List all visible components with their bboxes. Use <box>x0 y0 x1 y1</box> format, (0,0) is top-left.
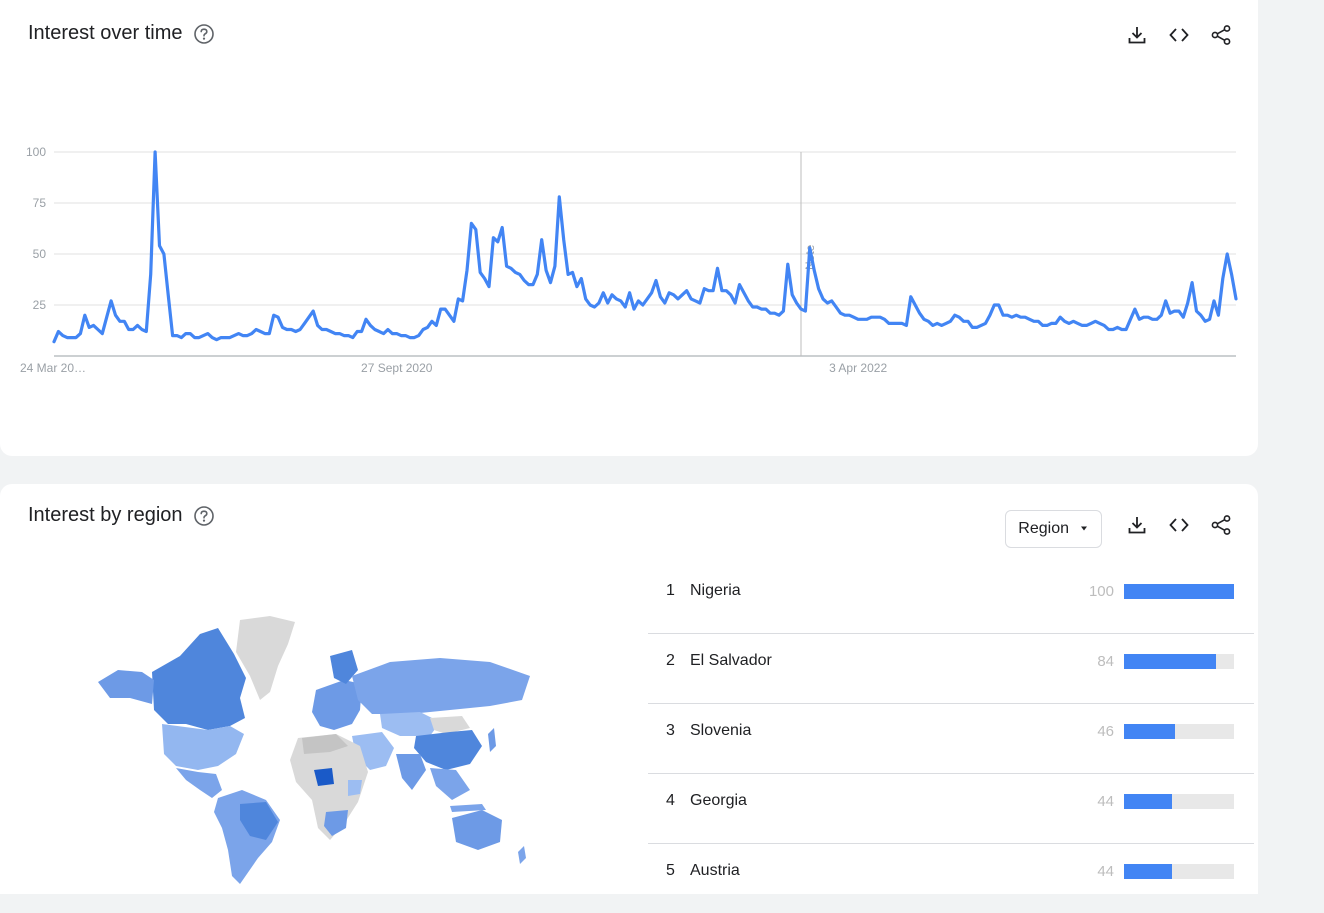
chart-series-lines <box>52 150 1238 344</box>
map-region-scandinavia[interactable] <box>330 650 358 684</box>
chart-y-axis: 25 50 75 100 <box>26 145 46 312</box>
download-icon[interactable] <box>1124 22 1150 48</box>
map-region-mongolia[interactable] <box>430 716 470 734</box>
y-tick-label: 25 <box>33 298 47 312</box>
region-ranking-list: 1 Nigeria 100 2 El Salvador 84 3 Sloveni… <box>648 564 1254 913</box>
help-circle-icon[interactable] <box>193 505 215 527</box>
y-tick-label: 100 <box>26 145 46 159</box>
map-region-new-zealand[interactable] <box>518 846 526 864</box>
map-region-alaska[interactable] <box>98 670 154 704</box>
share-icon[interactable] <box>1208 22 1234 48</box>
chart-gridlines <box>54 151 1236 357</box>
map-region-indonesia[interactable] <box>450 804 486 812</box>
region-value: 44 <box>1097 793 1114 810</box>
region-rank: 2 <box>666 652 675 669</box>
x-tick-label: 24 Mar 20… <box>20 361 86 375</box>
interest-over-time-chart[interactable]: 25 50 75 100 24 Mar 20… 27 Sept 2020 3 Apr 20… <box>0 120 1258 380</box>
download-icon[interactable] <box>1124 512 1150 538</box>
x-tick-label: 3 Apr 2022 <box>829 361 887 375</box>
region-value-bar-fill <box>1124 724 1175 739</box>
share-icon[interactable] <box>1208 512 1234 538</box>
region-value-bar-fill <box>1124 794 1173 809</box>
region-name: El Salvador <box>690 652 772 669</box>
interest-by-region-card: Interest by region Region <box>0 484 1258 894</box>
region-name: Nigeria <box>690 582 741 599</box>
region-resolution-dropdown[interactable]: Region <box>1005 510 1102 548</box>
map-region-brazil[interactable] <box>240 802 278 840</box>
embed-code-icon[interactable] <box>1166 512 1192 538</box>
map-region-kenya[interactable] <box>348 780 362 796</box>
embed-code-icon[interactable] <box>1166 22 1192 48</box>
region-value: 44 <box>1097 863 1114 880</box>
map-region-africa[interactable] <box>290 734 368 840</box>
region-value-bar-fill <box>1124 864 1173 879</box>
caret-down-icon <box>1081 526 1087 531</box>
y-tick-label: 75 <box>33 196 47 210</box>
x-tick-label: 27 Sept 2020 <box>361 361 433 375</box>
region-name: Georgia <box>690 792 747 809</box>
interest-by-region-header: Interest by region <box>28 504 215 527</box>
region-row[interactable]: 2 El Salvador 84 <box>648 634 1254 704</box>
map-region-canada[interactable] <box>152 628 246 730</box>
map-region-europe[interactable] <box>312 680 362 730</box>
region-value-bar-fill <box>1124 584 1234 599</box>
map-region-south-africa[interactable] <box>324 810 348 836</box>
region-value-bar <box>1124 584 1234 599</box>
region-name: Austria <box>690 862 740 879</box>
region-row[interactable]: 3 Slovenia 46 <box>648 704 1254 774</box>
region-value-bar <box>1124 724 1234 739</box>
interest-over-time-toolbar <box>1124 22 1234 48</box>
map-region-india[interactable] <box>396 754 426 790</box>
map-region-united-states[interactable] <box>162 724 244 770</box>
region-value: 46 <box>1097 723 1114 740</box>
region-value-bar <box>1124 794 1234 809</box>
y-tick-label: 50 <box>33 247 47 261</box>
region-value: 100 <box>1088 583 1114 600</box>
region-rank: 1 <box>666 582 675 599</box>
region-name: Slovenia <box>690 722 752 739</box>
world-map[interactable] <box>90 614 540 894</box>
region-row[interactable]: 5 Austria 44 <box>648 844 1254 913</box>
interest-over-time-title: Interest over time <box>28 22 183 44</box>
series-line[interactable] <box>52 150 1238 344</box>
map-region-kazakhstan[interactable] <box>380 712 440 736</box>
map-region-southeast-asia[interactable] <box>430 768 470 800</box>
region-value-bar <box>1124 654 1234 669</box>
map-region-greenland[interactable] <box>236 616 295 700</box>
map-region-north-africa[interactable] <box>302 734 348 754</box>
help-circle-icon[interactable] <box>193 23 215 45</box>
map-region-australia[interactable] <box>452 810 502 850</box>
map-region-china[interactable] <box>414 730 482 770</box>
region-rank: 4 <box>666 792 675 809</box>
region-rank: 3 <box>666 722 675 739</box>
region-row[interactable]: 1 Nigeria 100 <box>648 564 1254 634</box>
map-region-nigeria[interactable] <box>314 768 334 786</box>
map-region-mexico[interactable] <box>176 768 222 798</box>
interest-by-region-toolbar <box>1124 512 1234 538</box>
region-value-bar-fill <box>1124 654 1217 669</box>
map-region-japan[interactable] <box>488 728 496 752</box>
interest-by-region-title: Interest by region <box>28 504 183 526</box>
map-region-russia[interactable] <box>352 658 530 714</box>
region-row[interactable]: 4 Georgia 44 <box>648 774 1254 844</box>
region-value: 84 <box>1097 653 1114 670</box>
region-value-bar <box>1124 864 1234 879</box>
interest-over-time-header: Interest over time <box>28 22 215 45</box>
interest-over-time-card: Interest over time <box>0 0 1258 456</box>
region-rank: 5 <box>666 862 675 879</box>
region-resolution-value: Region <box>1018 520 1069 537</box>
